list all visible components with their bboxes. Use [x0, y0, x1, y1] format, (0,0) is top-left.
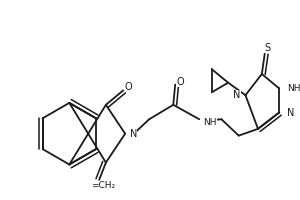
Text: O: O — [176, 77, 184, 87]
Text: NH: NH — [203, 118, 217, 127]
Text: O: O — [124, 82, 132, 92]
Text: N: N — [233, 90, 241, 100]
Text: =CH₂: =CH₂ — [91, 181, 115, 190]
Text: N: N — [130, 129, 137, 139]
Text: NH: NH — [287, 84, 300, 93]
Text: S: S — [265, 43, 271, 53]
Text: N: N — [287, 108, 294, 118]
